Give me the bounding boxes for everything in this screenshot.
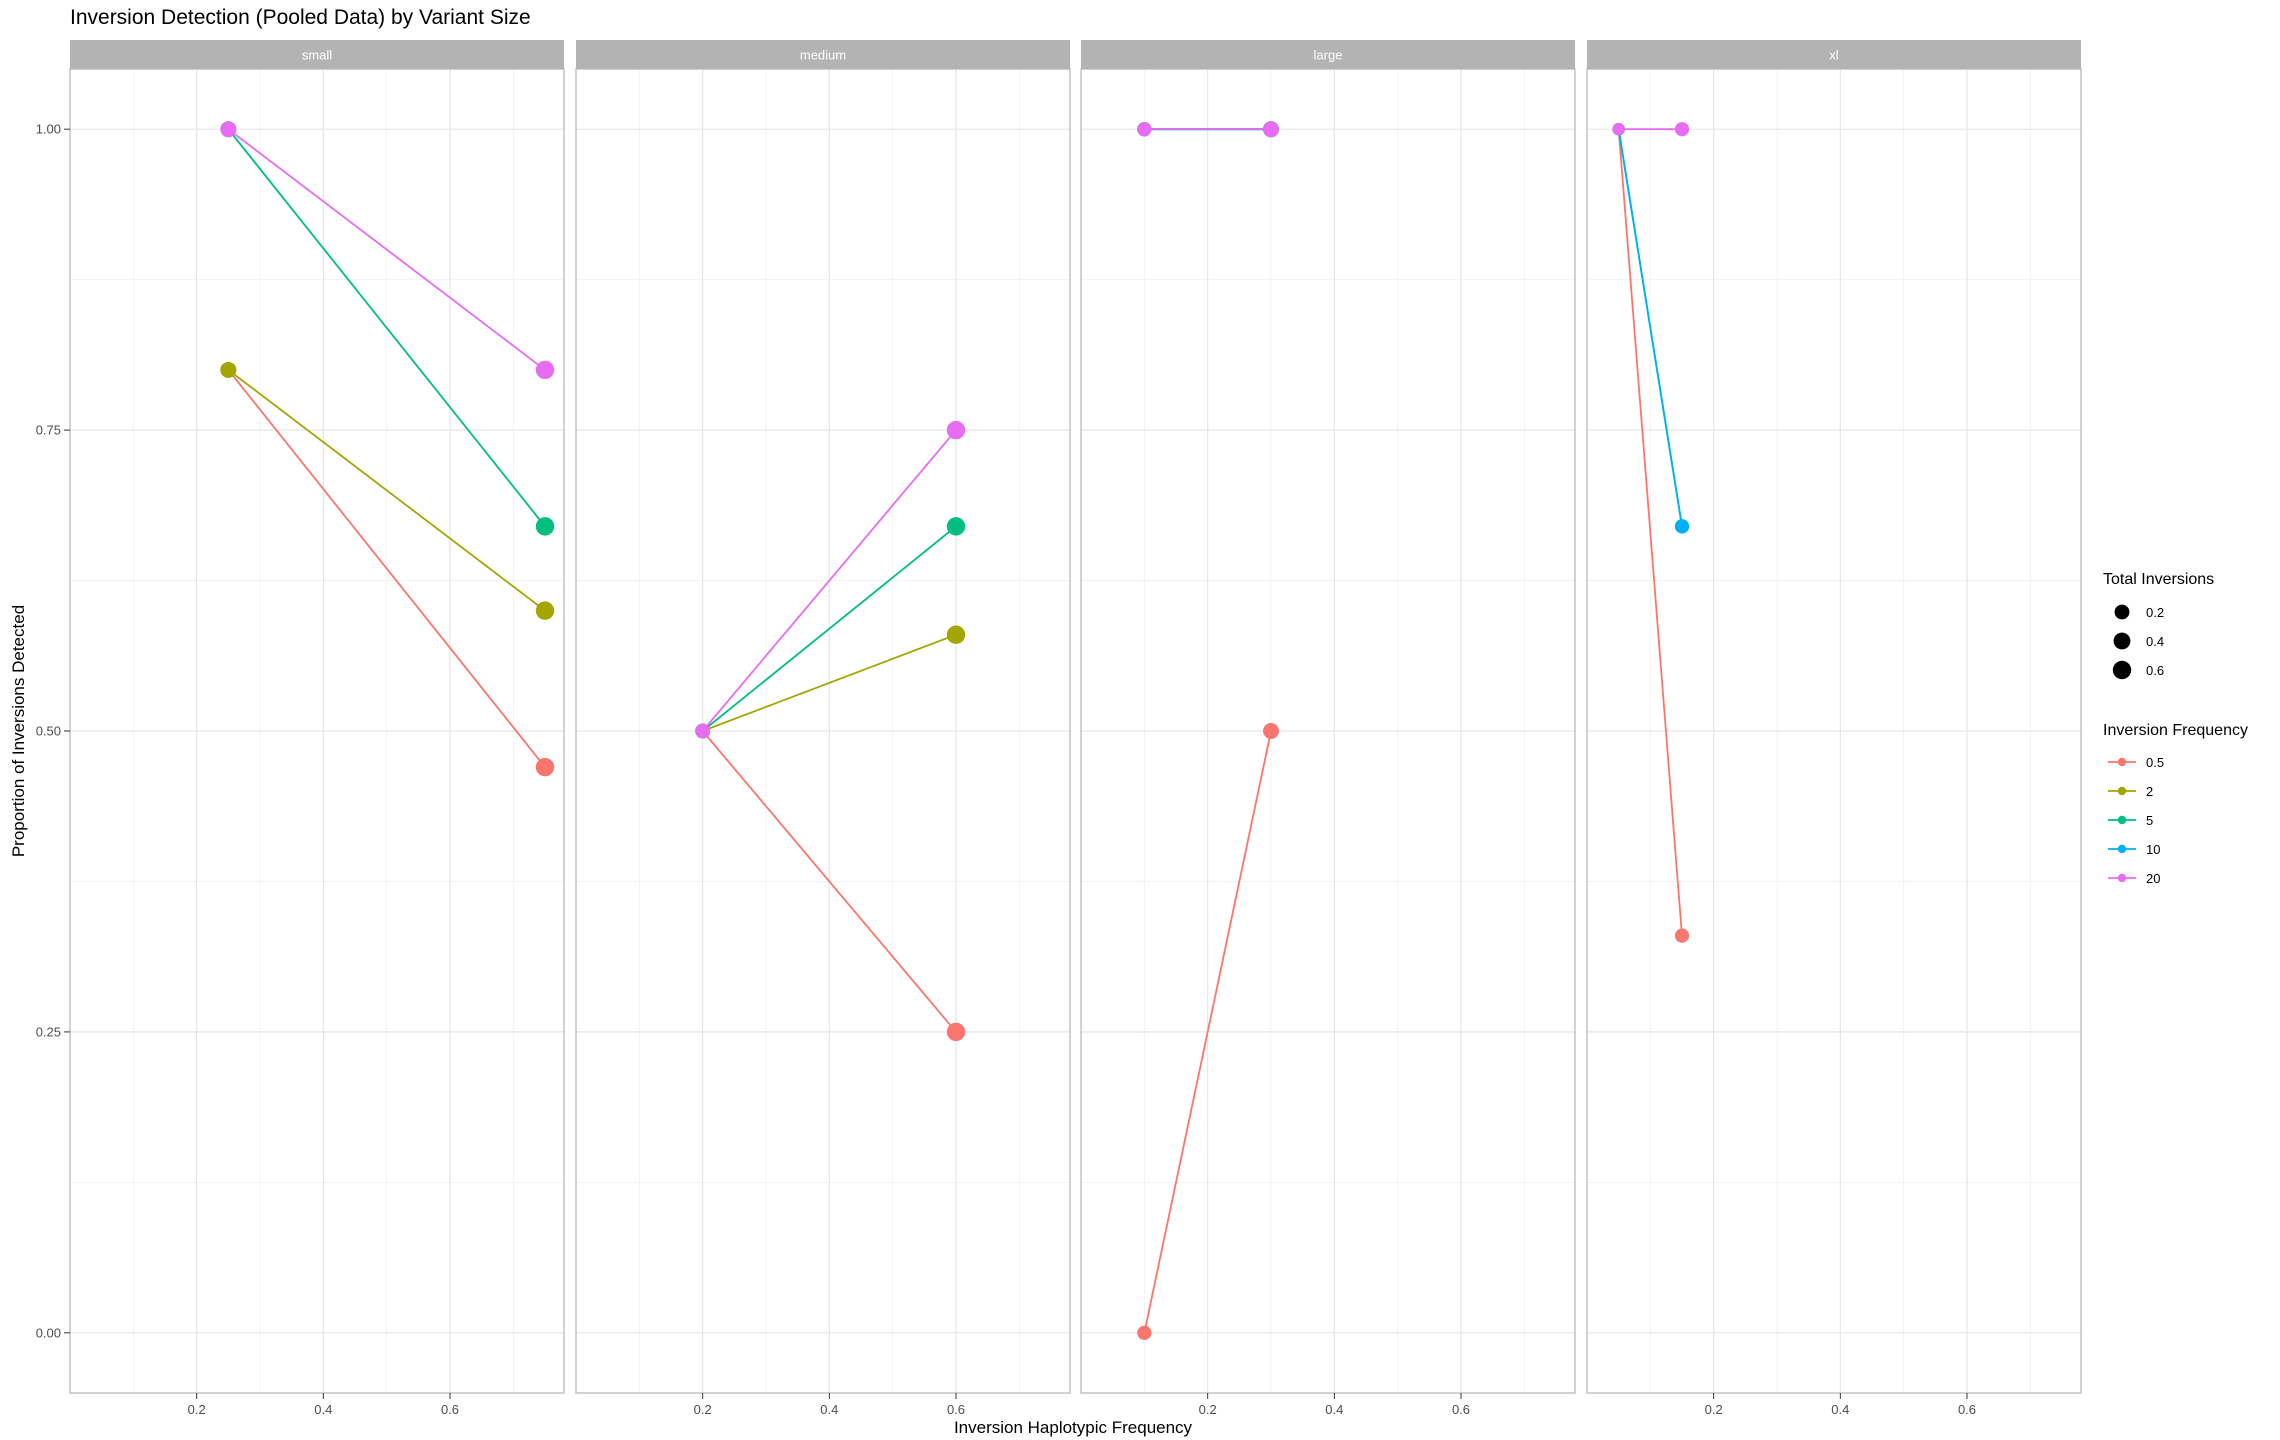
strip-background [70, 40, 564, 69]
panel-border [1080, 68, 1576, 1394]
data-point [1612, 122, 1625, 136]
strip-background [1081, 40, 1575, 69]
panel-border [1586, 68, 2082, 1394]
color-legend-title: Inversion Frequency [2103, 722, 2248, 739]
data-point [1137, 1325, 1152, 1340]
y-tick-label: 0.25 [36, 1024, 61, 1039]
size-legend-key [2113, 632, 2131, 650]
color-legend: Inversion Frequency 0.5 2 5 10 20 [2103, 722, 2248, 886]
x-axis-title: Inversion Haplotypic Frequency [954, 1418, 1193, 1437]
data-point [1137, 122, 1152, 137]
strip-label: medium [800, 48, 846, 63]
data-point [535, 757, 555, 777]
series-line-20 [227, 128, 546, 371]
y-axis: 0.00 0.25 0.50 0.75 1.00 [36, 122, 70, 1340]
x-tick-label: 0.4 [1325, 1402, 1343, 1417]
data-point [1674, 928, 1690, 943]
panel-border [575, 68, 1071, 1394]
data-point [1263, 723, 1279, 739]
size-legend-label: 0.6 [2146, 663, 2164, 678]
x-tick-label: 0.2 [694, 1402, 712, 1417]
data-point [946, 517, 966, 536]
strip-background [1587, 40, 2081, 69]
size-legend-key [2114, 604, 2130, 620]
x-tick-label: 0.6 [441, 1402, 459, 1417]
x-tick-label: 0.6 [1452, 1402, 1470, 1417]
series-line-0_5 [227, 369, 546, 768]
strip-label: small [302, 48, 332, 63]
series-line-10 [1617, 129, 1683, 527]
color-legend-point [2117, 844, 2127, 854]
color-legend-point [2117, 786, 2127, 796]
color-legend-label: 0.5 [2146, 755, 2164, 770]
series-line-0_5 [701, 730, 957, 1033]
x-tick-label: 0.2 [1199, 1402, 1217, 1417]
panel-xl: xl 0.2 0.4 0.6 [1586, 40, 2082, 1417]
x-tick-label: 0.4 [314, 1402, 332, 1417]
strip-label: large [1314, 48, 1343, 63]
x-tick-label: 0.6 [947, 1402, 965, 1417]
size-legend: Total Inversions 0.2 0.4 0.6 [2103, 571, 2214, 680]
color-legend-point [2117, 757, 2127, 767]
x-tick-label: 0.4 [820, 1402, 838, 1417]
data-point [1263, 121, 1279, 138]
color-legend-label: 2 [2146, 784, 2153, 799]
size-legend-label: 0.4 [2146, 634, 2164, 649]
x-tick-label: 0.2 [188, 1402, 206, 1417]
data-point [1674, 519, 1690, 534]
data-point [946, 1022, 966, 1042]
data-point [535, 601, 555, 620]
strip-background [576, 40, 1070, 69]
panel-small: small 0.2 0.4 0.6 [69, 40, 565, 1417]
y-tick-label: 1.00 [36, 122, 61, 137]
series-line-20 [701, 429, 957, 732]
size-legend-label: 0.2 [2146, 605, 2164, 620]
data-point [946, 420, 966, 440]
chart-title: Inversion Detection (Pooled Data) by Var… [70, 6, 531, 29]
data-point [535, 517, 555, 536]
series-line-5 [702, 525, 957, 732]
series-line-5 [227, 128, 546, 527]
data-point [946, 625, 966, 644]
y-tick-label: 0.50 [36, 724, 61, 739]
size-legend-key [2112, 660, 2132, 680]
series-line-2 [702, 633, 957, 732]
color-legend-label: 20 [2146, 871, 2160, 886]
strip-label: xl [1829, 48, 1839, 63]
y-tick-label: 0.00 [36, 1325, 61, 1340]
x-tick-label: 0.4 [1831, 1402, 1849, 1417]
series-line-0_5 [1617, 129, 1683, 936]
data-point [535, 360, 555, 380]
data-point [1674, 122, 1690, 137]
data-point [220, 361, 237, 378]
x-tick-label: 0.6 [1958, 1402, 1976, 1417]
color-legend-label: 5 [2146, 813, 2153, 828]
color-legend-point [2117, 815, 2127, 825]
data-point [220, 121, 237, 138]
size-legend-title: Total Inversions [2103, 571, 2214, 588]
color-legend-label: 10 [2146, 842, 2160, 857]
y-axis-title: Proportion of Inversions Detected [9, 605, 28, 857]
series-line-2 [227, 369, 546, 612]
x-tick-label: 0.2 [1705, 1402, 1723, 1417]
panel-medium: medium 0.2 0.4 0.6 [575, 40, 1071, 1417]
data-point [695, 723, 711, 739]
y-tick-label: 0.75 [36, 423, 61, 438]
panels: small 0.2 0.4 0.6 medium 0.2 0.4 0.6 large 0.2 0.4… [69, 40, 2082, 1417]
series-line-0_5 [1143, 730, 1272, 1334]
color-legend-point [2117, 873, 2127, 883]
panel-large: large 0.2 0.4 0.6 [1080, 40, 1576, 1417]
